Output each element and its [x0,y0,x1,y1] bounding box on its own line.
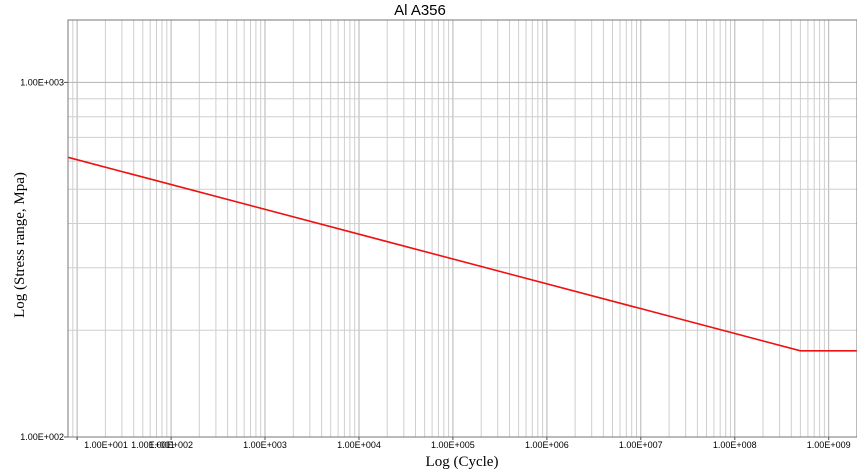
x-tick-label: 1.00E+004 [337,440,381,450]
chart-title: Al A356 [394,2,446,19]
y-tick-labels: 1.00E+003 1.00E+002 [20,77,68,442]
x-tick-label: 1.00E+001 [84,440,128,450]
x-tick-label: 1.00E+001 [131,440,175,450]
y-tick-label: 1.00E+003 [20,77,64,87]
x-tick-label: 1.00E+006 [525,440,569,450]
x-tick-label: 1.00E+008 [713,440,757,450]
x-tick-label: 1.00E+009 [807,440,851,450]
chart-grid [67,20,857,438]
series-layer [67,156,857,352]
x-tick-label: 1.00E+003 [243,440,287,450]
y-tick-label: 1.00E+002 [20,432,64,442]
y-axis-label: Log (Stress range, Mpa) [12,172,28,318]
x-tick-label: 1.00E+005 [431,440,475,450]
x-tick-label: 1.00E+007 [619,440,663,450]
x-tick-label: 1.00E+002 [149,440,193,450]
series-line [67,156,857,352]
x-axis-label: Log (Cycle) [426,454,499,469]
plot-area [67,19,857,438]
